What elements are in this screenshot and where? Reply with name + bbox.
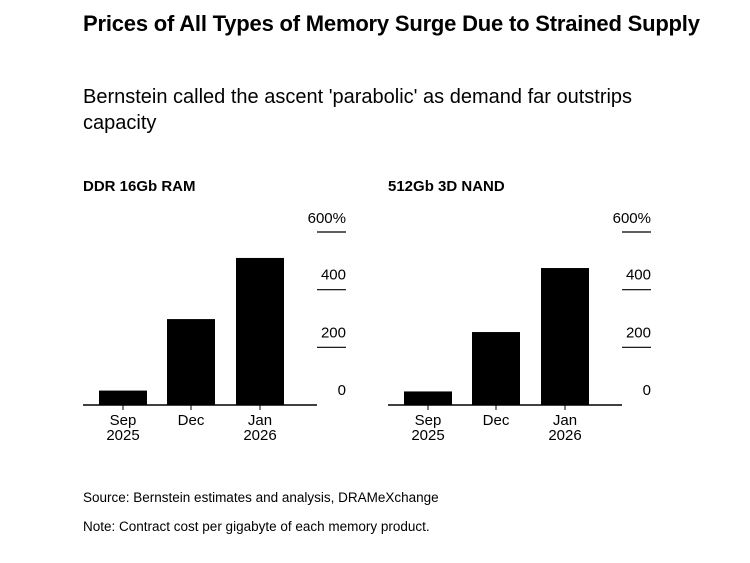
x-tick-label: Jan	[553, 412, 577, 429]
y-tick-label: 200	[626, 324, 651, 341]
y-tick-label: 400	[626, 267, 651, 284]
bar	[236, 257, 284, 405]
x-tick-label: Dec	[483, 412, 510, 429]
bar	[541, 268, 589, 405]
source-note: Source: Bernstein estimates and analysis…	[83, 490, 439, 505]
footnote: Note: Contract cost per gigabyte of each…	[83, 519, 430, 534]
y-tick-label: 600%	[613, 210, 651, 227]
chart-title: Prices of All Types of Memory Surge Due …	[83, 11, 700, 36]
y-tick-label: 0	[338, 382, 346, 399]
bar	[99, 390, 147, 405]
y-tick-label: 600%	[308, 210, 346, 227]
bar	[167, 319, 215, 405]
chart-2-title: 512Gb 3D NAND	[388, 178, 505, 195]
y-tick-label: 200	[321, 324, 346, 341]
bar	[472, 332, 520, 405]
chart-subtitle: Bernstein called the ascent 'parabolic' …	[83, 86, 633, 134]
x-tick-label-year: 2026	[548, 427, 581, 444]
x-tick-label: Sep	[415, 412, 442, 429]
x-tick-label-year: 2026	[243, 427, 276, 444]
y-tick-label: 0	[643, 382, 651, 399]
x-tick-label-year: 2025	[411, 427, 444, 444]
chart-1-title: DDR 16Gb RAM	[83, 178, 196, 195]
x-tick-label: Sep	[110, 412, 137, 429]
x-tick-label: Jan	[248, 412, 272, 429]
x-tick-label-year: 2025	[106, 427, 139, 444]
y-tick-label: 400	[321, 267, 346, 284]
bar	[404, 391, 452, 405]
x-tick-label: Dec	[178, 412, 205, 429]
